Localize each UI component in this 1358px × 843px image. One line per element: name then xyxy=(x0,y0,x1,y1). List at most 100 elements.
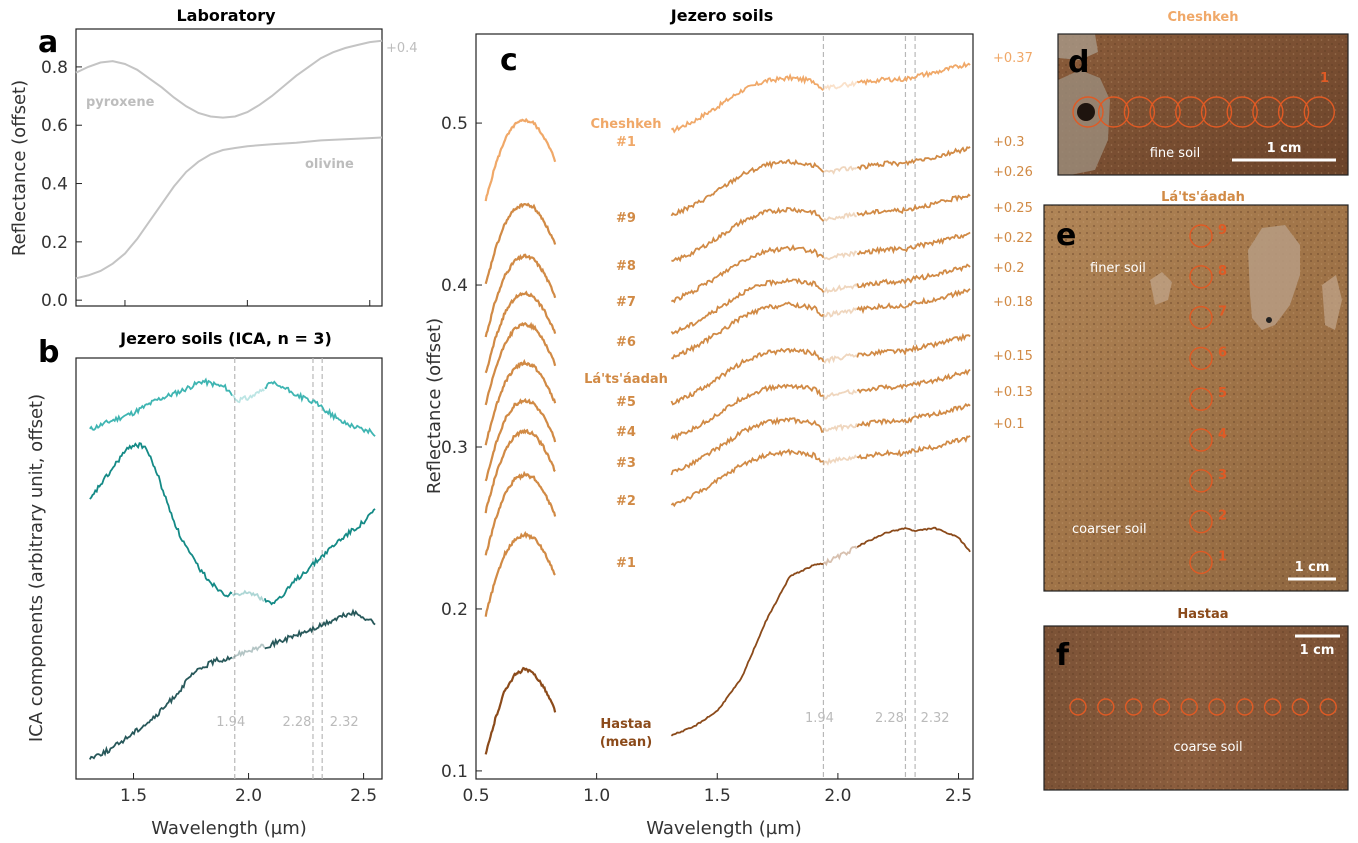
spectrum-ir--1 xyxy=(670,448,824,508)
panel-b-xtick-label: 2.5 xyxy=(350,786,377,806)
image-f-spot xyxy=(1319,698,1337,716)
image-f-spot xyxy=(1152,698,1171,716)
image-f-spot xyxy=(1180,698,1198,716)
panel-a-ytick-label: 0.8 xyxy=(41,58,68,78)
spectrum-ir-gap--8 xyxy=(822,211,857,222)
image-f-scale-label: 1 cm xyxy=(1300,643,1335,658)
panel-letter-d: d xyxy=(1068,45,1089,80)
panel-b-component-3-gap xyxy=(231,643,266,660)
offset-label--2: +0.13 xyxy=(993,385,1033,400)
spectrum-label--6: #6 xyxy=(616,335,636,350)
image-d-scale-label: 1 cm xyxy=(1267,141,1302,156)
spectrum-ir--8 xyxy=(671,206,825,263)
spectrum-label--1: #1 xyxy=(616,556,636,571)
spectrum-ir-gap--3 xyxy=(822,388,857,400)
image-f-spot xyxy=(1097,698,1115,716)
image-e-spot xyxy=(1189,509,1213,534)
spectrum-label--7: #7 xyxy=(616,295,636,310)
spectrum-ir-gap--5 xyxy=(822,306,858,318)
panel-c-xtick-label: 2.0 xyxy=(824,786,851,806)
image-f-spot xyxy=(1124,698,1143,716)
image-f-title: Hastaa xyxy=(1177,607,1228,622)
image-e-title: Lá'ts'áadah xyxy=(1161,190,1245,205)
offset-label--8: +0.26 xyxy=(993,165,1033,180)
spectrum-label--9: #9 xyxy=(616,211,636,226)
panel-b-vline-label: 2.32 xyxy=(330,715,359,730)
image-d-spot xyxy=(1252,96,1284,128)
image-d-spot xyxy=(1072,96,1104,128)
image-d-circle-label: 1 xyxy=(1320,71,1329,86)
panel-b-xlabel: Wavelength (µm) xyxy=(151,818,307,839)
image-e-note-coarser: coarser soil xyxy=(1072,522,1147,537)
offset-label-cheshkeh-1: +0.37 xyxy=(993,51,1033,66)
image-e-spot xyxy=(1189,265,1213,289)
axes-c xyxy=(475,33,974,780)
spectrum-vis--1 xyxy=(484,530,556,617)
image-e-spot xyxy=(1189,224,1213,248)
panel-letter-e: e xyxy=(1056,218,1076,253)
offset-label--9: +0.3 xyxy=(993,135,1025,150)
spectrum-ir-long--1 xyxy=(856,435,971,460)
image-e-spot-label: 2 xyxy=(1218,509,1227,524)
series-label-pyroxene: pyroxene xyxy=(86,95,155,110)
image-e-spot xyxy=(1189,428,1213,452)
spectrum-label-cheshkeh-1: Cheshkeh xyxy=(591,117,662,132)
image-e-spot-label: 4 xyxy=(1218,427,1227,442)
spectrum-vis--3 xyxy=(484,428,556,514)
spectrum-vis-cheshkeh-1 xyxy=(484,117,557,202)
spectrum-ir-long--6 xyxy=(856,263,971,289)
spectrum-ir-long--2 xyxy=(856,402,971,428)
panel-c-vline-label: 2.28 xyxy=(875,711,904,726)
spectrum-vis--5 xyxy=(484,358,557,446)
image-e-spot xyxy=(1189,550,1213,575)
image-d-spot xyxy=(1149,96,1181,128)
image-d: d 1 fine soil 1 cm xyxy=(1057,33,1349,176)
panel-c-vline-label: 2.32 xyxy=(921,711,950,726)
offset-label--5: +0.2 xyxy=(993,261,1025,276)
offset-label--4: +0.18 xyxy=(993,295,1033,310)
image-f: f 1 cm coarse soil xyxy=(1043,625,1349,791)
panel-a-plot: 0.0 0.2 0.4 0.6 0.8 pyroxene olivine +0.4 xyxy=(41,39,418,311)
image-e-spot-label: 9 xyxy=(1218,223,1227,238)
panel-c-vline-label: 1.94 xyxy=(805,711,834,726)
offset-label--3: +0.15 xyxy=(993,349,1033,364)
spectrum-label--3: #3 xyxy=(616,456,636,471)
spectrum-ir-gap-cheshkeh-1 xyxy=(822,80,858,92)
panel-a-ytick-label: 0.0 xyxy=(41,291,68,311)
spectrum-ir--7 xyxy=(670,243,825,304)
image-f-spot xyxy=(1069,698,1087,716)
spectrum-label--2: #2 xyxy=(616,494,636,509)
panel-b-component-2 xyxy=(89,442,233,598)
image-d-spot xyxy=(1123,96,1156,128)
image-e-scale-label: 1 cm xyxy=(1295,560,1330,575)
spectrum-ir-gap--2 xyxy=(822,423,858,432)
panel-letter-a: a xyxy=(38,25,58,60)
image-f-spot xyxy=(1208,698,1226,716)
spectrum-vis--6 xyxy=(484,321,557,406)
panel-b-component-2-ir xyxy=(263,508,376,606)
spectrum-ir-gap--1 xyxy=(822,454,858,466)
image-f-spot xyxy=(1236,698,1254,716)
panel-c-xlabel: Wavelength (µm) xyxy=(646,818,802,839)
spectrum-label--5: #5 xyxy=(616,395,636,410)
image-d-spot xyxy=(1097,96,1130,128)
panel-b-xtick-label: 2.0 xyxy=(235,786,262,806)
spectrum-label--8: #8 xyxy=(616,259,636,274)
spectrum-ir-long--3 xyxy=(856,368,971,394)
panel-b-ylabel: ICA components (arbitrary unit, offset) xyxy=(26,394,47,742)
spectrum-vis--2 xyxy=(484,470,557,556)
offset-label--7: +0.25 xyxy=(993,201,1033,216)
spectrum-ir-gap--6 xyxy=(823,283,858,294)
spectrum-vis--4 xyxy=(484,397,557,482)
panel-b-vline-label: 1.94 xyxy=(216,715,245,730)
axes-b xyxy=(75,357,383,780)
image-d-spot xyxy=(1277,96,1310,128)
spectrum-label--4: #4 xyxy=(616,425,636,440)
panel-c-ylabel: Reflectance (offset) xyxy=(424,318,445,494)
panel-c-ytick-label: 0.1 xyxy=(441,762,468,782)
panel-a-ytick-label: 0.4 xyxy=(41,175,68,195)
spectrum-ir--6 xyxy=(670,277,825,335)
image-e-note-finer: finer soil xyxy=(1090,261,1146,276)
panel-c-ytick-label: 0.5 xyxy=(441,114,468,134)
image-e-spot-label: 8 xyxy=(1218,264,1227,279)
